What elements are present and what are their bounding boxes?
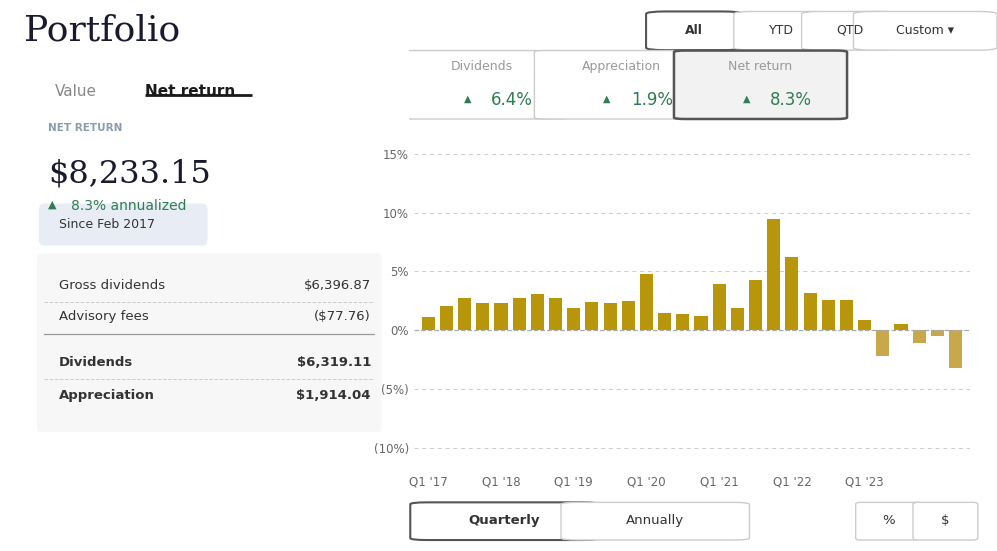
Text: 8.3% annualized: 8.3% annualized xyxy=(71,199,186,213)
Text: Dividends: Dividends xyxy=(59,355,133,369)
Bar xyxy=(731,308,744,330)
Bar xyxy=(949,330,962,368)
Bar xyxy=(713,284,726,330)
Bar xyxy=(658,312,671,330)
Bar xyxy=(931,330,944,336)
Text: Value: Value xyxy=(55,84,97,99)
FancyBboxPatch shape xyxy=(802,12,897,50)
Text: QTD: QTD xyxy=(835,24,863,37)
Text: Appreciation: Appreciation xyxy=(59,390,155,402)
Bar xyxy=(767,219,781,330)
Bar xyxy=(749,280,762,330)
Text: Net return: Net return xyxy=(729,61,793,73)
Text: Dividends: Dividends xyxy=(451,61,512,73)
Text: Custom ▾: Custom ▾ xyxy=(896,24,954,37)
Bar xyxy=(530,294,544,330)
Bar xyxy=(839,300,853,330)
Bar xyxy=(567,308,580,330)
FancyBboxPatch shape xyxy=(561,503,750,540)
Bar xyxy=(876,330,889,356)
Text: 1.9%: 1.9% xyxy=(631,91,673,110)
Bar xyxy=(585,302,598,330)
Text: YTD: YTD xyxy=(769,24,795,37)
Text: All: All xyxy=(685,24,703,37)
Bar xyxy=(858,320,871,330)
FancyBboxPatch shape xyxy=(674,51,847,119)
Text: 8.3%: 8.3% xyxy=(771,91,813,110)
Text: 6.4%: 6.4% xyxy=(492,91,533,110)
Text: ▲: ▲ xyxy=(743,94,751,104)
FancyBboxPatch shape xyxy=(646,12,742,50)
Bar xyxy=(695,316,708,330)
Bar xyxy=(786,257,799,330)
Text: ▲: ▲ xyxy=(48,199,57,209)
Bar xyxy=(422,317,435,330)
FancyBboxPatch shape xyxy=(734,12,830,50)
FancyBboxPatch shape xyxy=(37,253,382,432)
Bar xyxy=(912,330,926,343)
Text: %: % xyxy=(881,514,894,527)
FancyBboxPatch shape xyxy=(411,503,598,540)
Text: Net return: Net return xyxy=(145,84,235,99)
Bar xyxy=(676,314,689,330)
Text: ▲: ▲ xyxy=(603,94,611,104)
FancyBboxPatch shape xyxy=(855,503,920,540)
FancyBboxPatch shape xyxy=(0,50,992,534)
Text: Annually: Annually xyxy=(626,514,684,527)
Bar xyxy=(804,293,817,330)
Bar xyxy=(477,303,490,330)
Text: Portfolio: Portfolio xyxy=(24,13,180,47)
Text: Quarterly: Quarterly xyxy=(469,514,540,527)
FancyBboxPatch shape xyxy=(853,12,997,50)
Text: ▲: ▲ xyxy=(464,94,472,104)
Text: NET RETURN: NET RETURN xyxy=(48,123,123,133)
Bar xyxy=(440,306,453,330)
Text: $6,319.11: $6,319.11 xyxy=(296,355,371,369)
Text: ($77.76): ($77.76) xyxy=(314,310,371,323)
Bar xyxy=(894,325,907,330)
FancyBboxPatch shape xyxy=(913,503,978,540)
Bar xyxy=(458,299,472,330)
Bar xyxy=(640,274,653,330)
Bar xyxy=(512,299,525,330)
Bar xyxy=(549,299,562,330)
Text: Since Feb 2017: Since Feb 2017 xyxy=(59,218,155,231)
Bar xyxy=(822,300,834,330)
Bar xyxy=(495,303,507,330)
Text: $: $ xyxy=(941,514,950,527)
Text: $6,396.87: $6,396.87 xyxy=(304,279,371,291)
Bar xyxy=(622,301,635,330)
Text: Advisory fees: Advisory fees xyxy=(59,310,149,323)
Text: Appreciation: Appreciation xyxy=(581,61,660,73)
Text: $1,914.04: $1,914.04 xyxy=(296,390,371,402)
Bar xyxy=(603,303,617,330)
Text: $8,233.15: $8,233.15 xyxy=(48,159,210,190)
FancyBboxPatch shape xyxy=(534,51,708,119)
FancyBboxPatch shape xyxy=(39,203,207,246)
FancyBboxPatch shape xyxy=(395,51,568,119)
Text: Gross dividends: Gross dividends xyxy=(59,279,165,291)
